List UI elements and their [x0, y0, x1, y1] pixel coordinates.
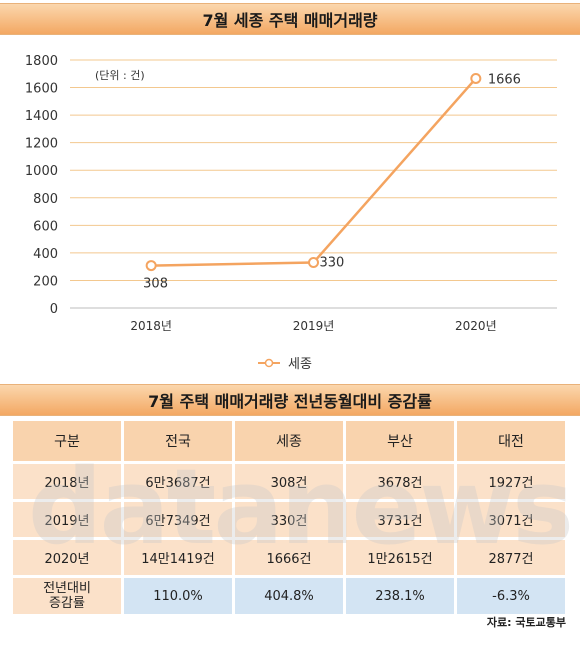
data-point: [308, 257, 319, 269]
data-label: 330: [320, 256, 345, 271]
change-busan: 238.1%: [346, 578, 454, 614]
change-nationwide: 110.0%: [124, 578, 232, 614]
chart-title: 7월 세종 주택 매매거래량: [202, 11, 378, 30]
y-tick-label: 400: [33, 247, 58, 262]
y-tick-label: 1000: [25, 164, 58, 179]
data-label: 1666: [488, 72, 521, 87]
change-daejeon: -6.3%: [457, 578, 565, 614]
y-tick-label: 1400: [25, 109, 58, 124]
cell-busan: 3731건: [346, 502, 454, 537]
table-row-2018: 2018년 6만3687건 308건 3678건 1927건: [13, 464, 565, 499]
cell-nationwide: 14만1419건: [124, 540, 232, 575]
row-label: 2018년: [13, 464, 121, 499]
x-tick-label: 2019년: [293, 319, 335, 333]
cell-daejeon: 2877건: [457, 540, 565, 575]
y-tick-label: 800: [33, 192, 58, 207]
table-header-row: 구분 전국 세종 부산 대전: [13, 421, 565, 461]
data-label: 308: [143, 277, 168, 292]
header-daejeon: 대전: [457, 421, 565, 461]
row-label: 전년대비 증감률: [13, 578, 121, 614]
cell-nationwide: 6만7349건: [124, 502, 232, 537]
cell-sejong: 308건: [235, 464, 343, 499]
y-tick-label: 0: [50, 302, 58, 317]
table-row-change: 전년대비 증감률 110.0% 404.8% 238.1% -6.3%: [13, 578, 565, 614]
header-category: 구분: [13, 421, 121, 461]
table-title-banner: 7월 주택 매매거래량 전년동월대비 증감률: [0, 384, 580, 416]
y-tick-label: 600: [33, 219, 58, 234]
row-label: 2020년: [13, 540, 121, 575]
y-tick-label: 1200: [25, 137, 58, 152]
series-line: [151, 77, 477, 267]
change-sejong: 404.8%: [235, 578, 343, 614]
header-nationwide: 전국: [124, 421, 232, 461]
change-label-line1: 전년대비: [43, 581, 91, 596]
line-chart: 0 200 400 600 800 1000 1200 1400 1600 1800 (단위 : 건…: [25, 54, 557, 372]
cell-sejong: 1666건: [235, 540, 343, 575]
header-sejong: 세종: [235, 421, 343, 461]
y-tick-label: 1800: [25, 54, 58, 69]
data-point: [145, 260, 157, 272]
data-point: [470, 72, 482, 84]
comparison-table: 구분 전국 세종 부산 대전 2018년 6만3687건 308건 3678건 …: [10, 418, 568, 617]
x-tick-label: 2018년: [130, 319, 172, 333]
x-tick-label: 2020년: [455, 319, 497, 333]
change-label-line2: 증감률: [49, 596, 85, 611]
cell-daejeon: 1927건: [457, 464, 565, 499]
table-row-2020: 2020년 14만1419건 1666건 1만2615건 2877건: [13, 540, 565, 575]
unit-note: (단위 : 건): [95, 69, 145, 82]
table-title: 7월 주택 매매거래량 전년동월대비 증감률: [148, 392, 432, 411]
chart-title-banner: 7월 세종 주택 매매거래량: [0, 3, 580, 35]
legend-marker: [264, 358, 274, 368]
y-tick-label: 200: [33, 274, 58, 289]
row-label: 2019년: [13, 502, 121, 537]
cell-nationwide: 6만3687건: [124, 464, 232, 499]
y-tick-label: 1600: [25, 82, 58, 97]
table-row-2019: 2019년 6만7349건 330건 3731건 3071건: [13, 502, 565, 537]
cell-busan: 1만2615건: [346, 540, 454, 575]
cell-sejong: 330건: [235, 502, 343, 537]
legend-label: 세종: [288, 357, 312, 372]
cell-daejeon: 3071건: [457, 502, 565, 537]
source-note: 자료: 국토교통부: [486, 616, 566, 629]
cell-busan: 3678건: [346, 464, 454, 499]
header-busan: 부산: [346, 421, 454, 461]
